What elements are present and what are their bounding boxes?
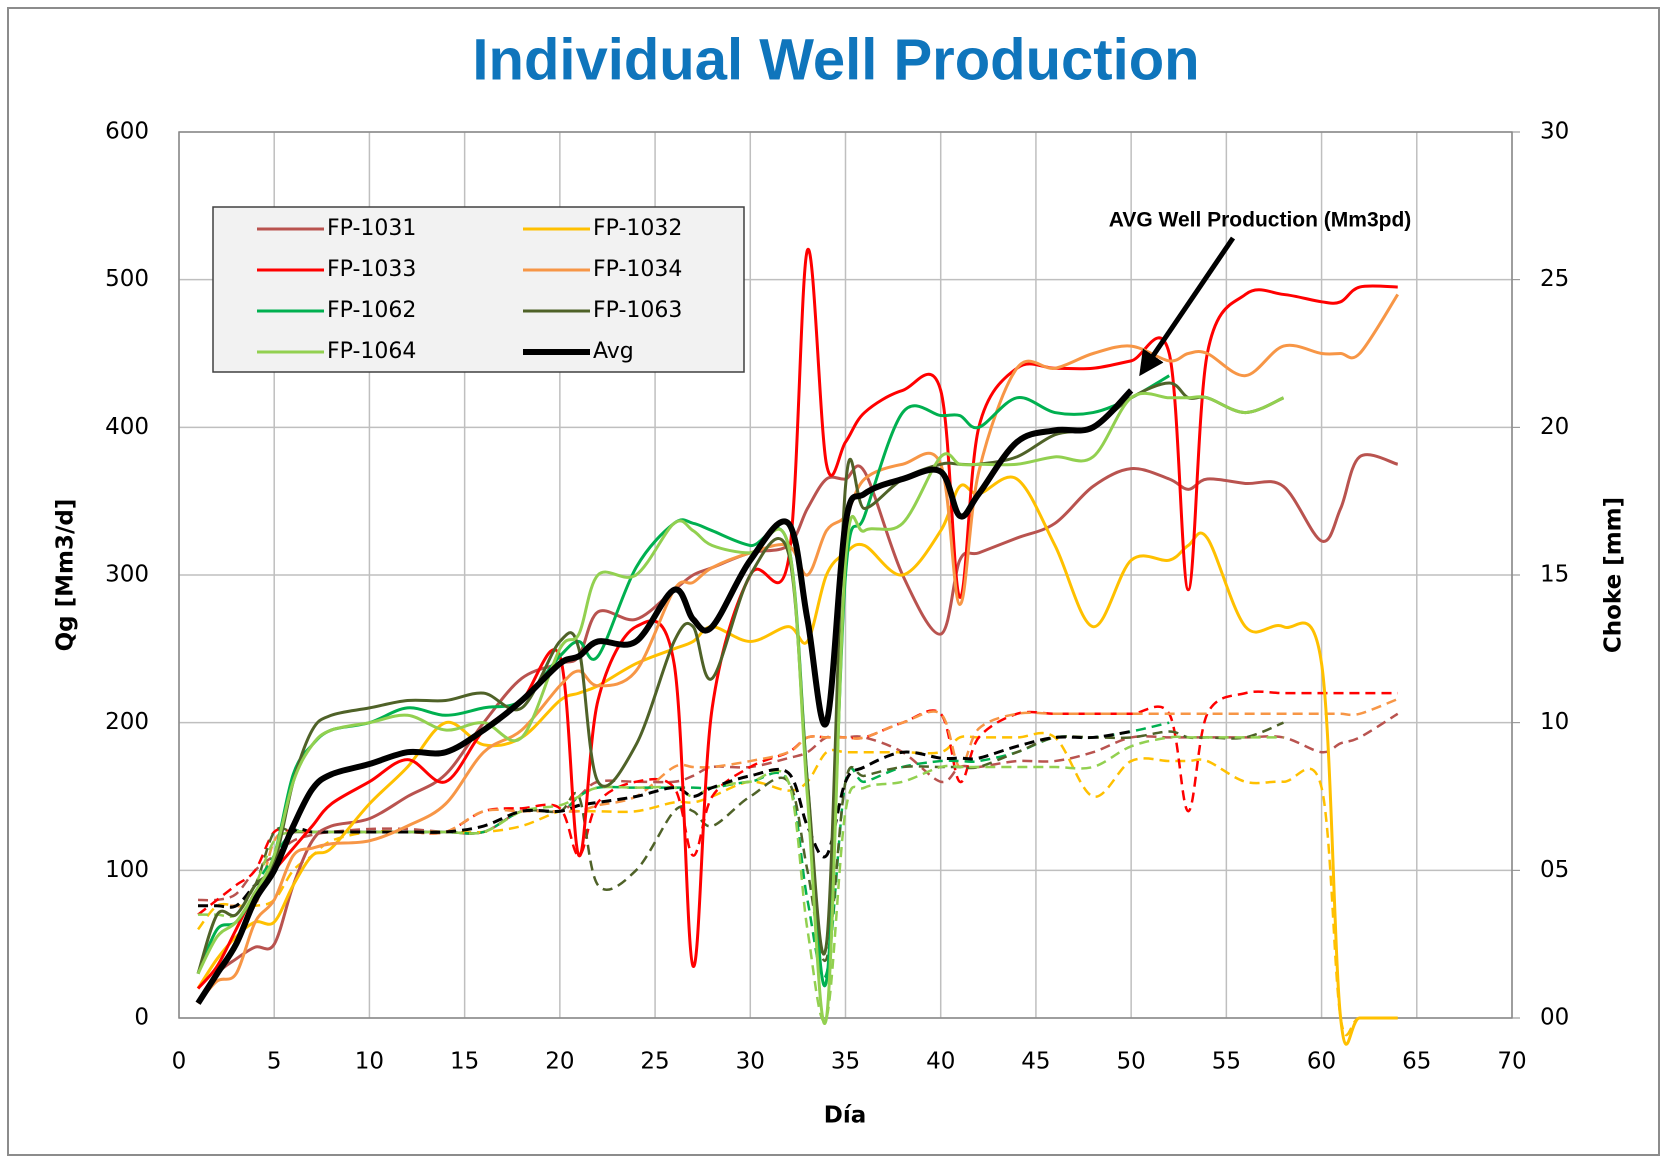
production-line	[196, 391, 1285, 1025]
x-tick-label: 15	[450, 1049, 479, 1075]
y2-tick-label: 00	[1540, 1005, 1569, 1031]
choke-line	[198, 721, 1284, 963]
y2-tick-label: 20	[1540, 414, 1569, 440]
legend-label: FP-1033	[327, 257, 416, 282]
legend-label: FP-1034	[593, 257, 682, 282]
y-tick-label: 100	[105, 857, 149, 883]
y-tick-label: 400	[105, 414, 149, 440]
legend-label: FP-1063	[593, 298, 682, 323]
legend-label: Avg	[593, 339, 634, 364]
y-tick-label: 600	[105, 119, 149, 145]
legend-label: FP-1062	[327, 298, 416, 323]
x-tick-label: 20	[545, 1049, 574, 1075]
y2-tick-label: 25	[1540, 266, 1569, 292]
annotation-arrow	[1139, 236, 1236, 377]
x-tick-label: 65	[1402, 1049, 1431, 1075]
annotation: AVG Well Production (Mm3pd)	[1109, 209, 1412, 232]
plot-lines	[195, 248, 1400, 1046]
y-tick-label: 0	[134, 1005, 149, 1031]
legend-label: FP-1064	[327, 339, 416, 364]
x-tick-label: 10	[355, 1049, 384, 1075]
chart-title: Individual Well Production	[472, 27, 1199, 92]
x-tick-label: 30	[736, 1049, 765, 1075]
x-axis-label: Día	[824, 1103, 867, 1129]
x-tick-label: 35	[831, 1049, 860, 1075]
x-tick-label: 0	[172, 1049, 187, 1075]
y-tick-label: 300	[105, 562, 149, 588]
x-tick-label: 25	[640, 1049, 669, 1075]
y2-tick-label: 15	[1540, 562, 1569, 588]
choke-line	[198, 735, 1284, 1023]
production-line	[195, 388, 1134, 1005]
frame	[7, 7, 1660, 1156]
y2-tick-label: 10	[1540, 709, 1569, 735]
legend-box	[212, 206, 745, 373]
legend: FP-1031 FP-1032 FP-1033 FP-1034 FP-1062 FP-10…	[212, 206, 745, 373]
production-line	[196, 381, 1285, 975]
plot-area	[178, 131, 1513, 1019]
legend-label: FP-1031	[327, 216, 416, 241]
x-tick-label: 5	[267, 1049, 282, 1075]
x-tick-label: 45	[1021, 1049, 1050, 1075]
choke-line	[197, 690, 1398, 916]
y-axis-label: Qg [Mm3/d]	[53, 499, 79, 652]
y-tick-label: 500	[105, 266, 149, 292]
x-tick-label: 60	[1307, 1049, 1336, 1075]
choke-line	[198, 697, 1399, 912]
x-tick-label: 55	[1212, 1049, 1241, 1075]
y2-tick-label: 05	[1540, 857, 1569, 883]
choke-line	[197, 731, 1398, 1037]
y-tick-label: 200	[105, 709, 149, 735]
x-tick-label: 40	[926, 1049, 955, 1075]
y2-axis-label: Choke [mm]	[1601, 497, 1627, 653]
x-tick-label: 50	[1117, 1049, 1146, 1075]
y2-tick-label: 30	[1540, 119, 1569, 145]
x-tick-label: 70	[1497, 1049, 1526, 1075]
legend-label: FP-1032	[593, 216, 682, 241]
choke-line	[198, 730, 1132, 909]
